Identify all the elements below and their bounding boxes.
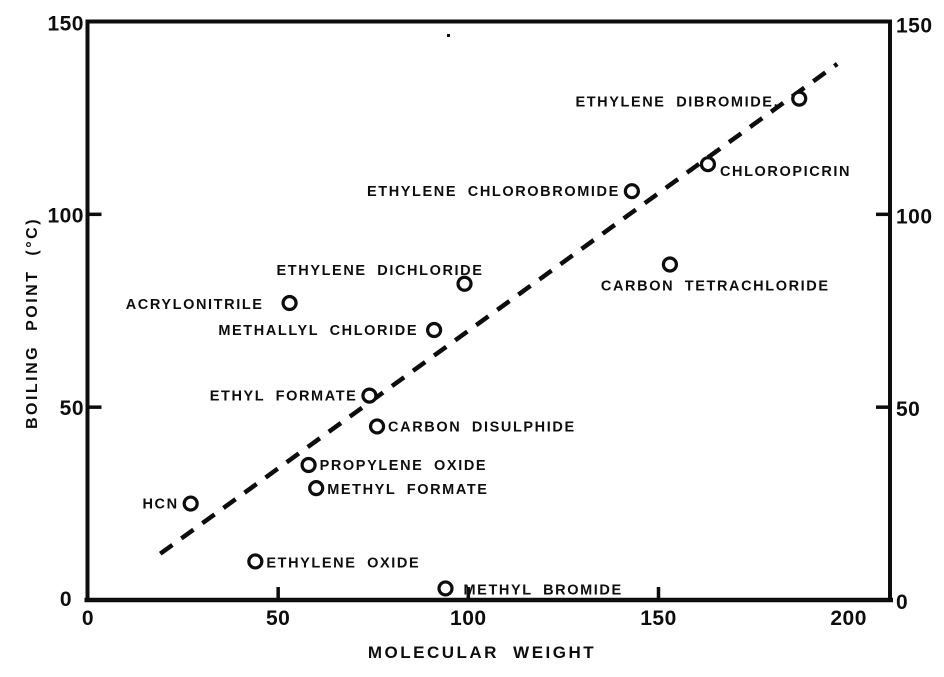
- data-point-marker-ethylene-dichloride: [456, 275, 473, 292]
- data-point-marker-methallyl-chloride: [426, 321, 443, 339]
- data-point-label-ethylene-dibromide: ETHYLENE DIBROMIDE,: [575, 95, 779, 111]
- y-tick-label-left: 150: [47, 13, 84, 36]
- data-point-label-methyl-formate: METHYL FORMATE: [327, 482, 488, 498]
- x-tick-label: 100: [450, 607, 487, 630]
- data-point-label-ethylene-chlorobromide: ETHYLENE CHLOROBROMIDE: [367, 184, 620, 200]
- x-tick-label: 200: [830, 607, 867, 630]
- y-tick-label-left: 0: [60, 588, 72, 611]
- trend-line-dashed: [158, 62, 839, 556]
- data-point-marker-ethylene-dibromide: [791, 90, 808, 107]
- data-point-label-ethyl-formate: ETHYL FORMATE: [210, 389, 358, 405]
- data-point-label-carbon-tetrachloride: CARBON TETRACHLORIDE: [601, 278, 830, 294]
- data-point-marker-methyl-bromide: [437, 580, 454, 597]
- data-point-marker-carbon-tetrachloride: [661, 256, 679, 273]
- data-point-label-ethylene-oxide: ETHYLENE OXIDE: [266, 555, 420, 571]
- data-point-label-acrylonitrile: ACRYLONITRILE: [126, 297, 264, 313]
- data-point-label-ethylene-dichloride: ETHYLENE DICHLORIDE: [277, 263, 484, 279]
- data-point-marker-HCN: [182, 495, 199, 512]
- data-point-label-methyl-bromide: METHYL BROMIDE: [464, 582, 623, 598]
- data-point-marker-methyl-formate: [308, 480, 325, 497]
- data-point-marker-acrylonitrile: [281, 294, 298, 312]
- y-tick-label-right: 150: [896, 15, 933, 38]
- x-tick-label: 0: [82, 607, 94, 630]
- data-point-label-methallyl-chloride: METHALLYL CHLORIDE: [218, 323, 418, 339]
- y-axis-title: BOILING POINT (°C): [24, 216, 41, 430]
- x-tick-label: 150: [640, 607, 677, 630]
- x-axis-title: MOLECULAR WEIGHT: [367, 643, 597, 662]
- data-point-marker-ethyl-formate: [361, 387, 378, 404]
- data-point-marker-propylene-oxide: [300, 456, 317, 474]
- data-point-label-propylene-oxide: PROPYLENE OXIDE: [320, 458, 488, 474]
- y-tick-label-right: 0: [896, 591, 908, 614]
- scan-artifact-dot: [447, 34, 450, 37]
- data-point-label-carbon-disulphide: CARBON DISULPHIDE: [388, 419, 576, 435]
- data-point-marker-ethylene-chlorobromide: [623, 183, 640, 200]
- x-tick-label: 50: [266, 607, 290, 630]
- y-tick-label-left: 50: [60, 397, 84, 420]
- data-point-label-HCN: HCN: [142, 497, 178, 513]
- data-point-marker-carbon-disulphide: [368, 418, 386, 435]
- y-tick-label-right: 100: [896, 205, 933, 228]
- y-tick-label-left: 100: [47, 204, 84, 227]
- data-point-marker-chloropicrin: [699, 156, 717, 173]
- data-point-marker-ethylene-oxide: [247, 553, 264, 570]
- y-tick-label-right: 50: [896, 398, 920, 421]
- data-point-label-chloropicrin: CHLOROPICRIN: [720, 164, 851, 180]
